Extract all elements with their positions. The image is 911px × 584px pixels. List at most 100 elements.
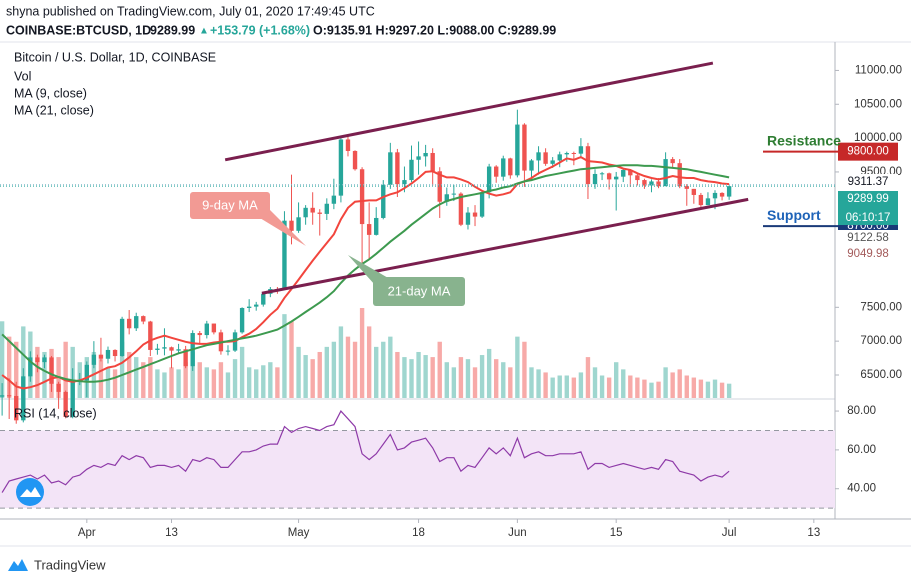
- candle-body: [105, 349, 111, 359]
- volume-bar: [239, 346, 245, 398]
- volume-bar: [508, 367, 513, 398]
- volume-bar: [501, 362, 506, 398]
- volume-bar: [112, 369, 118, 398]
- volume-bar: [677, 369, 682, 398]
- volume-bar: [232, 359, 238, 398]
- volume-bar: [204, 367, 209, 398]
- volume-bar: [14, 341, 19, 398]
- volume-bar: [246, 367, 252, 398]
- rsi-band: [0, 430, 835, 509]
- candle-body: [254, 304, 259, 307]
- candle-body: [352, 150, 358, 170]
- annotation-text: 21-day MA: [388, 283, 451, 298]
- candle-body: [126, 318, 132, 329]
- candle-body: [437, 171, 442, 202]
- rsi-line: [1, 410, 730, 493]
- volume-bar: [614, 362, 619, 398]
- level-box: [838, 142, 898, 161]
- candle-body: [451, 193, 457, 195]
- volume-bar: [218, 362, 224, 398]
- publisher: shyna published on TradingView.com, July…: [6, 4, 375, 18]
- candle-body: [423, 152, 428, 157]
- volume-bar: [698, 379, 704, 398]
- volume-bar: [374, 346, 379, 398]
- volume-bar: [635, 377, 640, 398]
- volume-bar: [317, 351, 322, 398]
- volume-bar: [719, 382, 725, 398]
- candle-body: [578, 146, 584, 154]
- volume-bar: [388, 336, 393, 398]
- candle-body: [324, 203, 329, 214]
- candle-body: [592, 173, 598, 185]
- volume-bar: [289, 321, 294, 398]
- candle-body: [204, 323, 209, 336]
- volume-bar: [606, 377, 612, 398]
- plot: 6500.007000.007500.009500.0010000.001050…: [0, 61, 902, 539]
- volume-bar: [190, 351, 195, 398]
- candle-body: [35, 357, 40, 363]
- volume-bar: [465, 359, 471, 398]
- level-name: Support: [767, 207, 821, 223]
- volume-bar: [451, 367, 457, 398]
- volume-bar: [338, 326, 344, 398]
- volume-bar: [395, 351, 400, 398]
- candle-body: [197, 333, 202, 336]
- candle-body: [310, 207, 315, 213]
- candle-body: [134, 316, 139, 329]
- candle-body: [416, 156, 421, 160]
- volume-bar: [571, 377, 577, 398]
- candle-body: [571, 152, 577, 154]
- candle-body: [529, 160, 534, 171]
- candle-body: [141, 316, 146, 322]
- volume-bar: [275, 367, 280, 398]
- candle-body: [296, 217, 301, 231]
- candle-body: [515, 124, 520, 176]
- candle-body: [119, 318, 125, 357]
- volume-bar: [359, 308, 365, 398]
- price-label-box: [838, 191, 898, 225]
- candle-body: [338, 139, 344, 196]
- annotation-box: [190, 192, 270, 219]
- x-tick-label: 13: [165, 527, 178, 539]
- candle-body: [550, 160, 555, 164]
- candle-body: [155, 348, 160, 350]
- tv-logo: TradingView: [34, 557, 106, 572]
- volume-bar: [155, 369, 160, 398]
- volume-bar: [261, 365, 266, 398]
- volume-bar: [98, 359, 104, 398]
- volume-bar: [282, 314, 287, 398]
- candle-body: [374, 217, 379, 235]
- volume-bar: [126, 351, 132, 398]
- volume-bar: [176, 369, 181, 398]
- price-label: 9122.58: [847, 232, 889, 244]
- volume-bar: [409, 359, 414, 398]
- candle-body: [56, 383, 61, 392]
- ma-line: [1, 155, 730, 390]
- volume-legend: Vol: [14, 69, 31, 83]
- volume-bar: [211, 369, 217, 398]
- candle-body: [303, 207, 308, 218]
- candle-body: [289, 220, 294, 231]
- tv-badge-icon: [20, 487, 41, 497]
- candle-body: [239, 307, 245, 333]
- candle-body: [642, 180, 647, 186]
- trendline: [224, 61, 714, 162]
- volume-bar: [310, 359, 315, 398]
- y-tick-label: 6500.00: [860, 369, 902, 381]
- candle-body: [585, 146, 591, 185]
- volume-bar: [592, 367, 598, 398]
- volume-bar: [684, 375, 689, 398]
- y-tick-label: 11000.00: [855, 64, 902, 76]
- candle-body: [409, 159, 414, 181]
- candle-body: [183, 349, 188, 367]
- volume-bar: [691, 377, 697, 398]
- candle-body: [395, 152, 400, 185]
- volume-bar: [296, 346, 301, 398]
- candle-body: [670, 159, 675, 164]
- volume-bar: [21, 326, 26, 398]
- candle-body: [162, 347, 167, 349]
- volume-bar: [444, 362, 449, 398]
- annotation-box: [373, 277, 465, 306]
- change: +153.79 (+1.68%): [210, 23, 310, 37]
- volume-bar: [134, 357, 139, 398]
